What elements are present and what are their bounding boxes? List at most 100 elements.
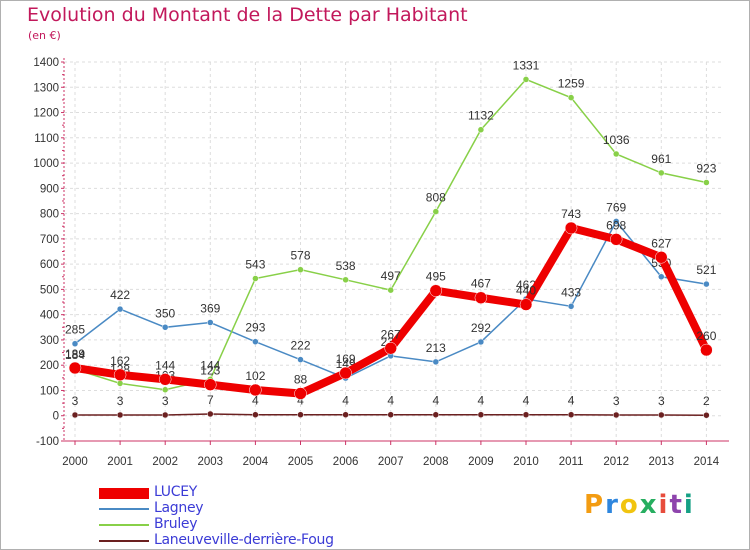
data-point bbox=[432, 208, 440, 215]
data-label: 3 bbox=[613, 394, 620, 408]
data-point bbox=[387, 286, 394, 294]
y-tick-label: -100 bbox=[36, 436, 59, 448]
x-tick-label: 2010 bbox=[513, 456, 539, 468]
data-point bbox=[477, 338, 485, 346]
data-point bbox=[477, 411, 485, 418]
data-point bbox=[609, 233, 623, 246]
data-label: 184 bbox=[65, 348, 85, 362]
data-label: 4 bbox=[432, 394, 439, 408]
data-label: 144 bbox=[200, 358, 220, 372]
logo-letter: x bbox=[639, 490, 659, 520]
data-label: 123 bbox=[200, 364, 220, 378]
data-label: 1132 bbox=[468, 109, 494, 123]
data-label: 521 bbox=[696, 263, 716, 277]
data-label: 961 bbox=[651, 152, 671, 166]
data-point bbox=[342, 276, 349, 284]
data-point bbox=[612, 218, 620, 225]
data-point bbox=[700, 343, 713, 357]
data-point bbox=[658, 273, 665, 281]
data-label: 698 bbox=[606, 218, 626, 232]
data-label: 88 bbox=[294, 372, 308, 386]
data-point bbox=[658, 411, 665, 419]
data-label: 7 bbox=[207, 393, 214, 407]
data-label: 440 bbox=[516, 284, 536, 298]
data-label: 743 bbox=[561, 207, 581, 221]
data-label: 102 bbox=[245, 369, 265, 383]
data-point bbox=[207, 319, 214, 326]
y-tick-label: 1000 bbox=[33, 158, 59, 170]
x-tick-label: 2004 bbox=[243, 456, 269, 468]
data-label: 350 bbox=[155, 306, 175, 320]
x-tick-label: 2008 bbox=[423, 456, 449, 468]
data-point bbox=[71, 340, 79, 347]
data-point bbox=[252, 411, 259, 418]
data-label: 169 bbox=[336, 352, 356, 366]
data-label: 1331 bbox=[513, 58, 540, 72]
data-point bbox=[116, 380, 124, 387]
legend-swatch bbox=[99, 508, 149, 510]
data-point bbox=[612, 150, 620, 158]
data-label: 578 bbox=[290, 249, 310, 263]
data-label: 497 bbox=[381, 269, 401, 283]
chart-title: Evolution du Montant de la Dette par Hab… bbox=[27, 4, 468, 26]
data-label: 3 bbox=[72, 394, 79, 408]
legend-label: Bruley bbox=[154, 516, 198, 532]
data-point bbox=[522, 411, 530, 418]
data-point bbox=[432, 411, 440, 418]
data-point bbox=[158, 373, 172, 386]
data-point bbox=[522, 76, 530, 83]
logo-letter: P bbox=[584, 490, 606, 520]
data-point bbox=[477, 126, 485, 133]
data-label: 4 bbox=[568, 394, 575, 408]
data-label: 422 bbox=[110, 288, 130, 302]
legend-swatch bbox=[99, 524, 149, 526]
y-tick-label: 200 bbox=[40, 360, 59, 372]
data-label: 1259 bbox=[558, 77, 585, 91]
logo-letter: i bbox=[683, 490, 695, 520]
data-label: 4 bbox=[387, 394, 394, 408]
data-point bbox=[703, 280, 710, 288]
y-tick-label: 1100 bbox=[34, 133, 59, 145]
data-point bbox=[71, 411, 79, 419]
data-point bbox=[207, 410, 214, 418]
x-tick-label: 2006 bbox=[333, 456, 359, 468]
x-tick-label: 2012 bbox=[603, 456, 629, 468]
logo-letter: i bbox=[658, 490, 670, 520]
y-tick-label: 300 bbox=[40, 335, 59, 347]
y-tick-label: 1200 bbox=[33, 108, 59, 120]
data-label: 627 bbox=[651, 236, 671, 250]
y-tick-label: 1300 bbox=[33, 82, 59, 94]
data-label: 267 bbox=[381, 327, 401, 341]
data-point bbox=[432, 358, 440, 366]
data-point bbox=[658, 169, 665, 177]
data-label: 293 bbox=[245, 321, 265, 335]
x-tick-label: 2009 bbox=[468, 456, 494, 468]
x-tick-label: 2014 bbox=[694, 456, 720, 468]
data-point bbox=[252, 275, 259, 282]
data-label: 3 bbox=[658, 394, 665, 408]
data-label: 292 bbox=[471, 321, 491, 335]
data-label: 189 bbox=[65, 347, 85, 361]
data-point bbox=[297, 411, 304, 418]
data-label: 4 bbox=[252, 394, 259, 408]
data-point bbox=[204, 378, 217, 391]
legend-swatch bbox=[99, 540, 149, 542]
y-tick-label: 0 bbox=[53, 411, 59, 423]
data-label: 260 bbox=[696, 329, 716, 343]
data-point bbox=[564, 221, 578, 235]
data-point bbox=[116, 411, 124, 419]
data-point bbox=[297, 356, 304, 363]
x-tick-label: 2013 bbox=[649, 456, 675, 468]
x-tick-label: 2000 bbox=[62, 456, 88, 468]
x-tick-label: 2002 bbox=[152, 456, 178, 468]
logo-letter: r bbox=[605, 490, 620, 520]
data-label: 3 bbox=[117, 394, 124, 408]
data-point bbox=[655, 251, 668, 264]
data-label: 369 bbox=[200, 301, 220, 315]
proxiti-logo: Proxiti bbox=[584, 490, 695, 520]
data-label: 162 bbox=[110, 354, 130, 368]
y-tick-label: 1400 bbox=[33, 57, 59, 69]
data-label: 285 bbox=[65, 323, 85, 337]
y-tick-label: 900 bbox=[40, 183, 59, 195]
data-point bbox=[297, 266, 304, 273]
